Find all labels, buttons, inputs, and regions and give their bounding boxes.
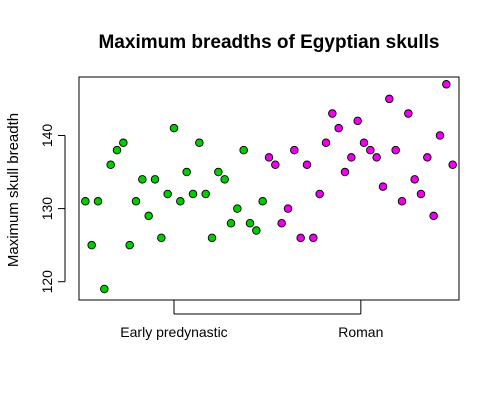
data-point (442, 80, 451, 89)
data-point (309, 233, 318, 243)
data-point (264, 153, 274, 162)
data-point (125, 240, 134, 250)
data-point (163, 189, 172, 199)
data-point (157, 233, 166, 243)
data-point (195, 138, 204, 148)
data-point (100, 284, 109, 294)
data-point (372, 153, 381, 162)
data-point (378, 182, 388, 191)
data-point (404, 109, 413, 118)
chart-title: Maximum breadths of Egyptian skulls (98, 32, 439, 53)
data-point (188, 189, 198, 199)
data-point (144, 211, 153, 221)
data-point (233, 204, 242, 213)
x-axis: Early predynastic Roman (120, 300, 383, 340)
data-point (410, 175, 419, 184)
data-point (296, 233, 305, 243)
data-point (220, 175, 229, 184)
data-point (239, 145, 248, 155)
data-point (119, 138, 128, 148)
data-point (334, 123, 343, 133)
y-tick-label: 130 (39, 197, 55, 221)
y-axis-label: Maximum skull breadth (5, 113, 22, 267)
data-points (81, 80, 457, 294)
data-point (112, 145, 122, 155)
data-point (366, 145, 375, 155)
data-point (435, 131, 445, 140)
data-point (340, 167, 350, 177)
data-point (131, 197, 141, 206)
data-point (277, 218, 286, 228)
data-point (258, 197, 267, 206)
y-tick-label: 140 (39, 124, 55, 148)
data-point (429, 211, 438, 221)
data-point (397, 197, 407, 206)
plot-frame (78, 76, 460, 301)
data-point (214, 167, 223, 177)
y-axis: 120 130 140 (39, 124, 66, 294)
data-point (416, 189, 426, 199)
data-point (423, 153, 432, 162)
data-point (252, 226, 261, 235)
data-point (385, 94, 394, 104)
data-point (201, 189, 210, 199)
data-point (271, 160, 280, 169)
data-point (353, 116, 362, 126)
x-tick-label: Early predynastic (120, 324, 227, 340)
data-point (328, 109, 337, 118)
data-point (448, 160, 457, 169)
data-point (283, 204, 293, 213)
data-point (315, 189, 324, 199)
data-point (245, 218, 255, 228)
data-point (391, 145, 400, 155)
x-tick-label: Roman (338, 324, 383, 340)
data-point (81, 197, 90, 206)
data-point (359, 138, 369, 148)
data-point (302, 160, 312, 169)
data-point (93, 197, 103, 206)
data-point (290, 145, 299, 155)
data-point (321, 138, 331, 148)
data-point (226, 218, 236, 228)
data-point (347, 153, 356, 162)
y-tick-label: 120 (39, 270, 55, 294)
data-point (207, 233, 217, 243)
data-point (176, 197, 185, 206)
data-point (138, 175, 147, 184)
data-point (150, 175, 160, 184)
data-point (106, 160, 115, 169)
data-point (87, 240, 96, 250)
data-point (182, 167, 191, 177)
data-point (169, 123, 179, 133)
